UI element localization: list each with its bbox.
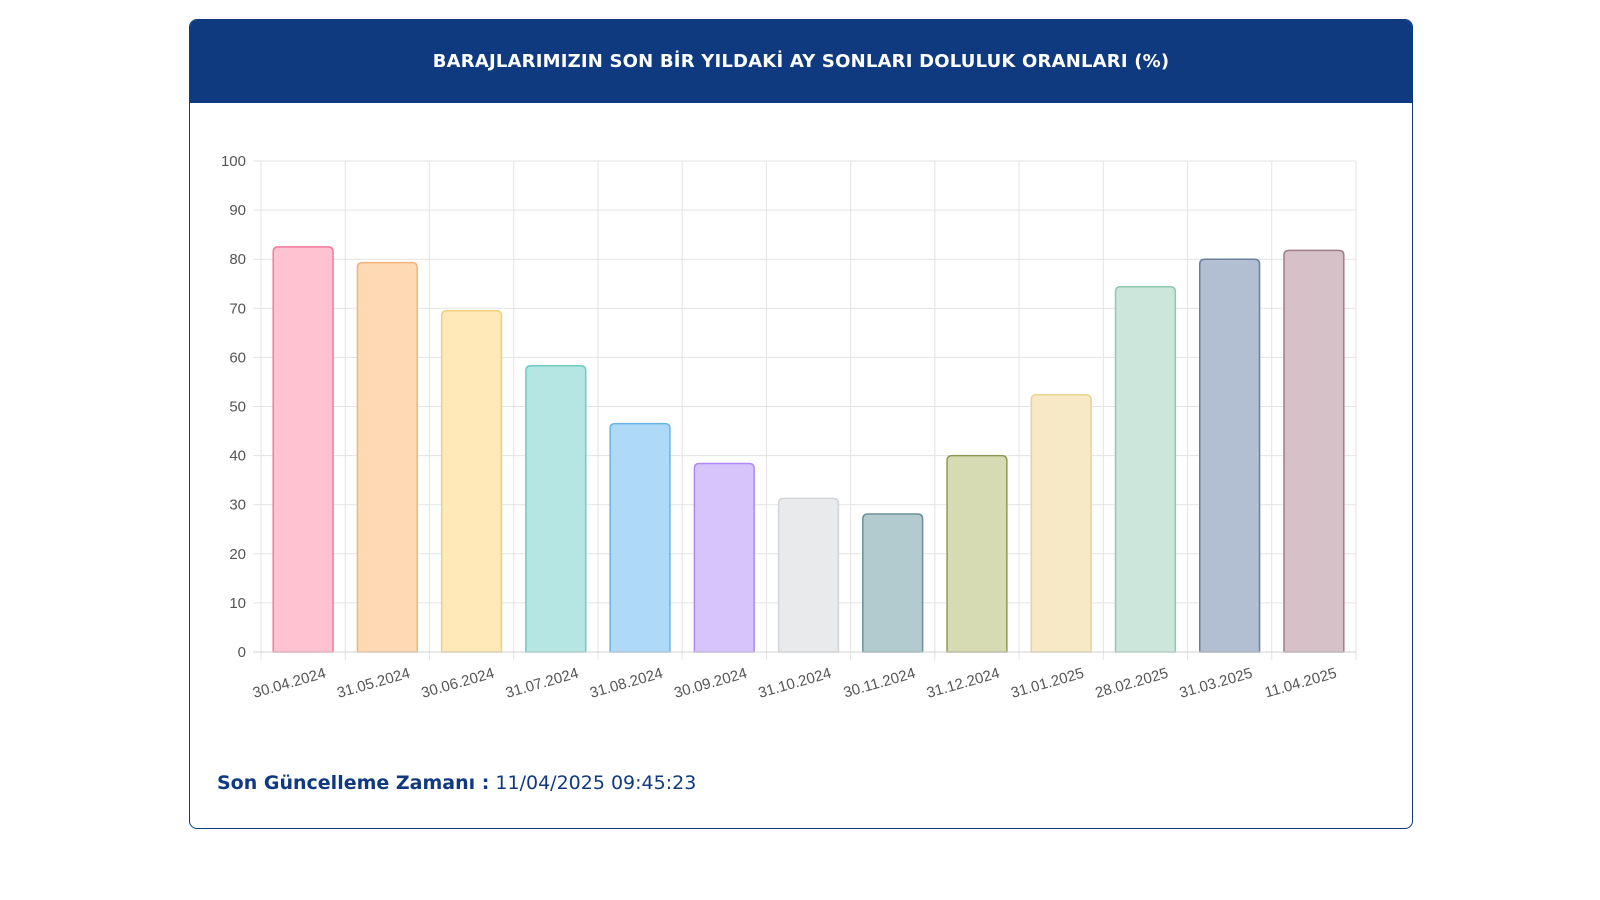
x-tick-label: 30.04.2024	[251, 665, 328, 702]
dam-occupancy-card: BARAJLARIMIZIN SON BİR YILDAKİ AY SONLAR…	[189, 19, 1413, 829]
bar-chart: 0 10 20 30 40 50 60 70 80 90 100 30.04.2024 31.05.20…	[221, 153, 1357, 702]
x-tick-label: 31.10.2024	[756, 665, 833, 702]
y-tick-label: 90	[229, 202, 246, 219]
y-tick-label: 0	[238, 644, 246, 661]
last-update-label: Son Güncelleme Zamanı :	[217, 772, 490, 794]
bar[interactable]	[1030, 393, 1092, 653]
x-tick-label: 31.07.2024	[504, 665, 581, 702]
chart-title: BARAJLARIMIZIN SON BİR YILDAKİ AY SONLAR…	[432, 51, 1170, 72]
bar[interactable]	[1114, 285, 1177, 653]
x-tick-label: 30.11.2024	[842, 665, 918, 702]
bar[interactable]	[862, 513, 924, 653]
y-tick-label: 50	[229, 399, 246, 416]
x-tick-label: 31.12.2024	[925, 665, 1002, 702]
bar[interactable]	[1199, 258, 1261, 653]
bar[interactable]	[525, 364, 587, 653]
x-tick-label: 31.08.2024	[588, 665, 665, 702]
x-tick-label: 30.09.2024	[672, 665, 749, 702]
card-header: BARAJLARIMIZIN SON BİR YILDAKİ AY SONLAR…	[190, 20, 1412, 103]
bar[interactable]	[946, 454, 1008, 653]
bar[interactable]	[1283, 249, 1345, 653]
y-tick-label: 80	[229, 251, 246, 268]
y-tick-label: 30	[229, 497, 246, 514]
bar[interactable]	[693, 462, 755, 653]
y-tick-label: 20	[229, 546, 246, 563]
last-update: Son Güncelleme Zamanı : 11/04/2025 09:45…	[217, 772, 696, 794]
bar[interactable]	[609, 422, 671, 653]
x-tick-label: 28.02.2025	[1093, 665, 1170, 702]
x-tick-label: 31.01.2025	[1009, 665, 1086, 702]
x-tick-label: 11.04.2025	[1263, 665, 1339, 702]
bar[interactable]	[440, 310, 503, 653]
x-tick-label: 30.06.2024	[419, 665, 496, 702]
x-tick-label: 31.05.2024	[335, 665, 412, 702]
last-update-value: 11/04/2025 09:45:23	[495, 772, 697, 794]
y-tick-label: 40	[229, 448, 246, 465]
y-tick-label: 10	[229, 595, 246, 612]
y-tick-label: 100	[221, 153, 246, 170]
bar[interactable]	[272, 246, 334, 653]
chart-area: 0 10 20 30 40 50 60 70 80 90 100 30.04.2024 31.05.20…	[190, 103, 1412, 743]
y-tick-label: 60	[229, 349, 246, 366]
bar[interactable]	[356, 261, 418, 653]
bar[interactable]	[777, 497, 840, 653]
y-tick-label: 70	[229, 300, 246, 317]
x-tick-label: 31.03.2025	[1178, 665, 1255, 702]
